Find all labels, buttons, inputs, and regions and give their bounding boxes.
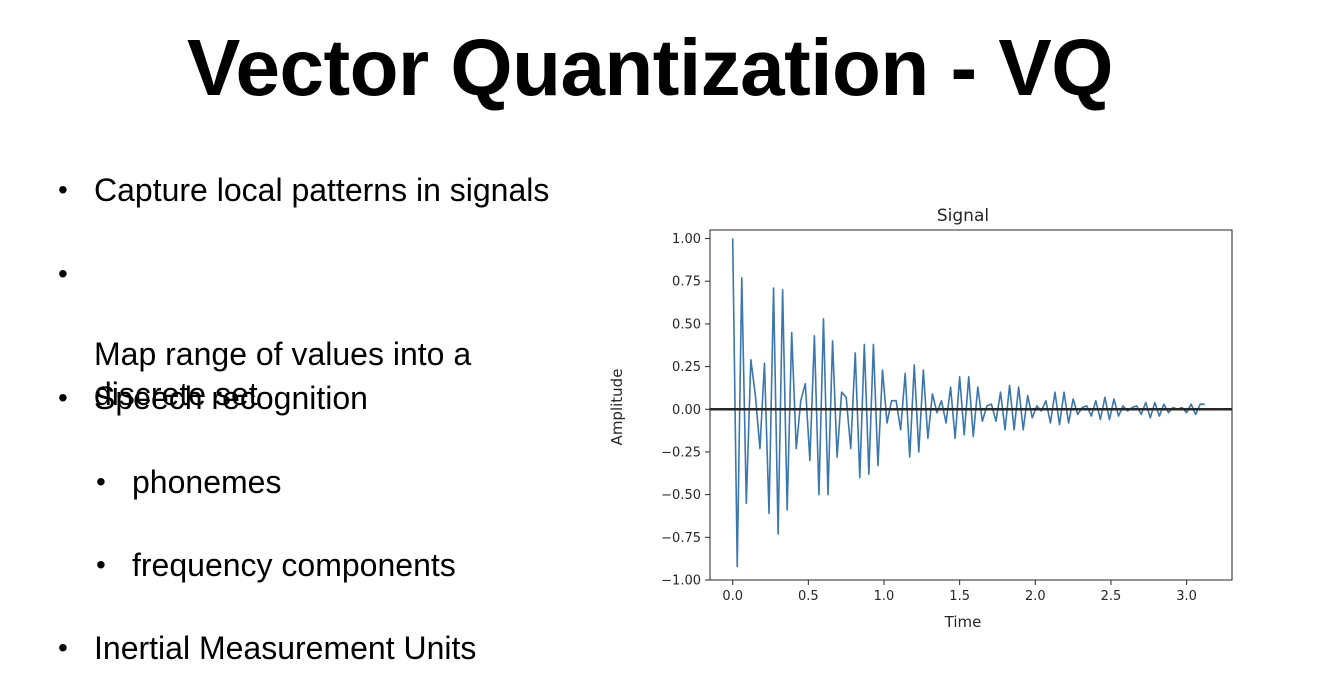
sub-bullet-item: • phonemes <box>96 462 281 502</box>
bullet-item: • Map range of values into a discrete se… <box>58 254 471 454</box>
x-tick-label: 1.0 <box>874 589 895 604</box>
plot-frame <box>709 229 1233 581</box>
bullet-dot-icon: • <box>58 382 68 413</box>
y-tick-label: −0.50 <box>661 488 701 503</box>
signal-series-line <box>731 238 1205 568</box>
chart-title: Signal <box>937 206 989 226</box>
x-tick-label: 2.0 <box>1025 589 1046 604</box>
y-tick-label: 0.00 <box>672 403 701 418</box>
bullet-text: phonemes <box>132 464 282 500</box>
slide-title: Vector Quantization - VQ <box>187 23 1113 112</box>
ticks-layer: 0.0 0.5 1.0 1.5 2.0 2.5 3.0 1.00 0.75 0.50 0.25 0.0… <box>661 232 1197 604</box>
bullet-item: • Speech recognition <box>58 378 368 418</box>
bullet-text: frequency components <box>132 547 456 583</box>
y-tick-label: 0.50 <box>672 317 701 332</box>
bullet-dot-icon: • <box>96 466 106 497</box>
bullet-dot-icon: • <box>58 258 68 289</box>
y-tick-label: 0.25 <box>672 360 701 375</box>
y-tick-label: 0.75 <box>672 275 701 290</box>
bullet-dot-icon: • <box>58 632 68 663</box>
plot-layer <box>710 238 1232 568</box>
bullet-text: Speech recognition <box>94 380 368 416</box>
x-axis-label: Time <box>944 613 982 631</box>
bullet-item: • Inertial Measurement Units <box>58 628 476 668</box>
x-tick-label: 0.0 <box>722 589 743 604</box>
y-tick-label: 1.00 <box>672 232 701 247</box>
bullet-text: Map range of values into a discrete set <box>94 336 472 412</box>
bullet-text: Inertial Measurement Units <box>94 630 477 666</box>
y-tick-label: −1.00 <box>661 574 701 589</box>
bullet-dot-icon: • <box>58 174 68 205</box>
signal-chart: Signal 0.0 0.5 1.0 1.5 2.0 2.5 3.0 1.00 0.75 0.50… <box>600 195 1250 645</box>
bullet-dot-icon: • <box>96 549 106 580</box>
bullet-text: Capture local patterns in signals <box>94 172 550 208</box>
x-tick-label: 2.5 <box>1101 589 1122 604</box>
chart-svg: Signal 0.0 0.5 1.0 1.5 2.0 2.5 3.0 1.00 0.75 0.50… <box>608 206 1233 631</box>
x-tick-label: 3.0 <box>1176 589 1197 604</box>
y-axis-label: Amplitude <box>608 369 626 446</box>
y-tick-label: −0.75 <box>661 531 701 546</box>
x-tick-label: 1.5 <box>949 589 970 604</box>
x-tick-label: 0.5 <box>798 589 819 604</box>
sub-bullet-item: • frequency components <box>96 545 456 585</box>
bullet-item: • Capture local patterns in signals <box>58 170 549 210</box>
y-tick-label: −0.25 <box>661 445 701 460</box>
